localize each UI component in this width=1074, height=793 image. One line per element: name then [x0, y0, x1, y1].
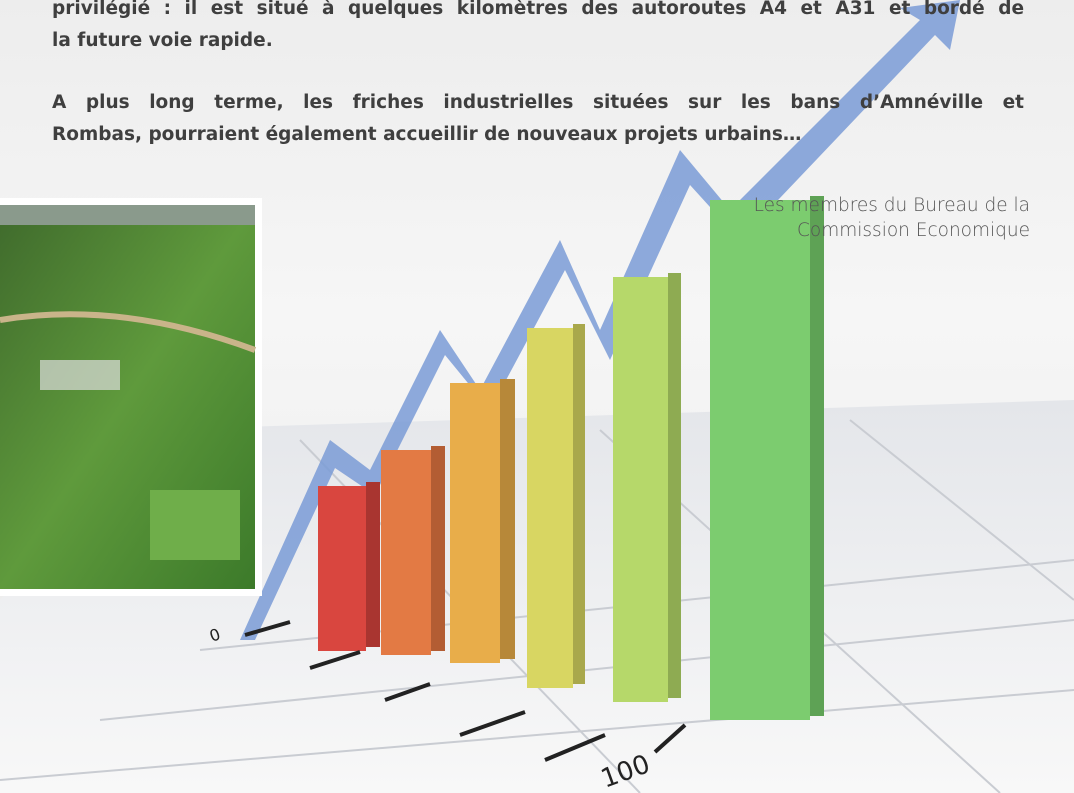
paragraph: A plus long terme, les friches industrie…	[52, 87, 1024, 151]
signature-line: Commission Economique	[754, 218, 1030, 243]
text-line: la future voie rapide.	[52, 25, 1024, 57]
photo-buildings	[40, 360, 120, 390]
text-line: Rombas, pourraient également accueillir …	[52, 119, 1024, 151]
photo-horizon	[0, 205, 255, 225]
paragraph: privilégié : il est situé à quelques kil…	[52, 0, 1024, 57]
text-line: privilégié : il est situé à quelques kil…	[52, 0, 1024, 25]
signature: Les membres du Bureau de la Commission E…	[754, 193, 1030, 243]
text-line: A plus long terme, les friches industrie…	[52, 87, 1024, 119]
photo-field	[150, 490, 240, 560]
page: 0 100 privilégié : il est situé à quelqu…	[0, 0, 1074, 793]
signature-line: Les membres du Bureau de la	[754, 193, 1030, 218]
